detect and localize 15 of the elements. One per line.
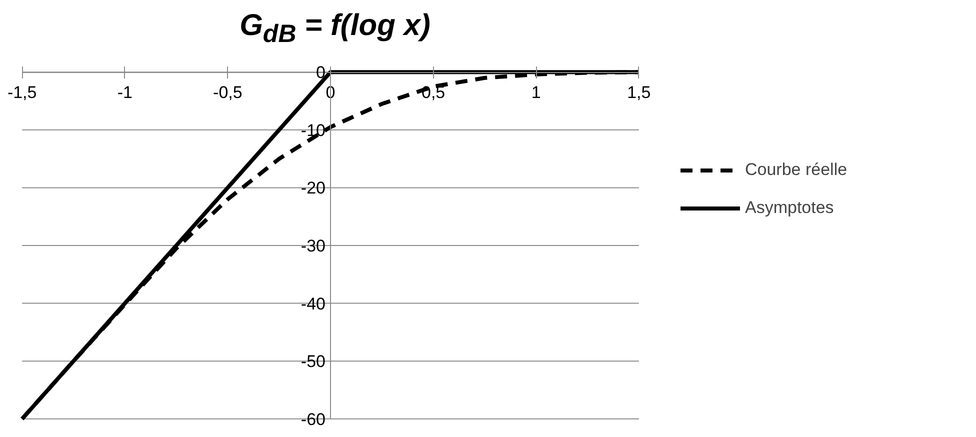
legend-label: Courbe réelle	[745, 160, 848, 180]
y-tick-label: -10	[300, 120, 326, 140]
x-tick-label: -1,5	[7, 83, 37, 102]
y-tick-label: -40	[300, 294, 326, 314]
x-tick-label: 1	[531, 83, 541, 102]
legend-label: Asymptotes	[745, 198, 834, 218]
y-tick-label: -50	[300, 352, 326, 372]
y-tick-label: -20	[300, 178, 326, 198]
x-tick-label: -1	[117, 83, 132, 102]
chart-title: G$_{dB}$ = f(log x)	[240, 8, 430, 50]
x-tick-label: -0,5	[213, 83, 242, 102]
x-tick-label: 1,5	[627, 83, 651, 102]
y-tick-label: -30	[300, 236, 326, 256]
y-tick-label: 0	[316, 63, 326, 82]
y-tick-label: -60	[300, 410, 326, 429]
